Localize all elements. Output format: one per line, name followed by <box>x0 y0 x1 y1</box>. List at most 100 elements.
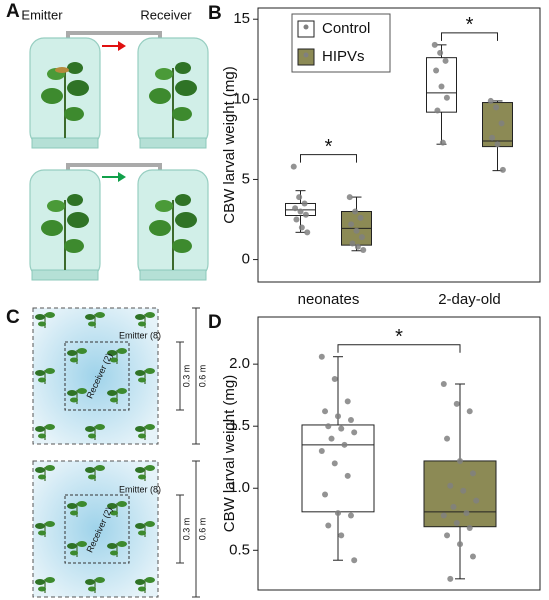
data-point <box>487 97 494 104</box>
data-point <box>349 240 356 247</box>
data-point <box>298 224 305 231</box>
data-point <box>463 510 470 517</box>
data-point <box>499 166 506 173</box>
x-tick-label: 2-day-old <box>438 291 501 308</box>
data-point <box>469 470 476 477</box>
data-point <box>352 208 359 215</box>
field-plot: Emitter (8) Receiver (2) 0.3 m 0.6 m <box>33 307 207 445</box>
data-point <box>335 510 341 517</box>
y-tick-label: 0 <box>242 251 250 268</box>
data-point <box>302 211 309 218</box>
data-point <box>357 214 364 221</box>
receiver-label: Receiver <box>140 7 192 22</box>
data-point <box>331 460 338 467</box>
data-point <box>338 532 345 539</box>
y-tick-label: 15 <box>233 10 250 27</box>
data-point <box>331 376 338 383</box>
data-point <box>328 435 335 442</box>
data-point <box>494 141 501 148</box>
data-point <box>351 557 358 564</box>
data-point <box>290 163 297 170</box>
data-point <box>318 448 325 455</box>
inner-distance: 0.3 m <box>181 365 191 388</box>
data-point <box>442 57 449 64</box>
y-tick-label: 2.0 <box>229 355 250 372</box>
significance-bracket <box>300 154 357 163</box>
panel-label: C <box>6 307 20 328</box>
legend-dot <box>303 52 309 58</box>
data-point <box>322 408 329 415</box>
y-tick-label: 5 <box>242 170 250 187</box>
outer-distance: 0.6 m <box>197 518 207 541</box>
data-point <box>466 408 473 415</box>
data-point <box>453 400 460 407</box>
data-point <box>434 107 441 114</box>
data-point <box>344 472 351 479</box>
data-point <box>322 491 329 498</box>
significance-label: * <box>325 136 333 158</box>
data-point <box>354 243 361 250</box>
y-tick-label: 0.5 <box>229 541 250 558</box>
emitter-label: Emitter (8) <box>119 484 161 494</box>
setup-row <box>29 31 209 149</box>
data-point <box>296 194 303 201</box>
data-point <box>351 429 358 436</box>
data-point <box>292 205 299 212</box>
legend-dot <box>303 24 309 30</box>
data-point <box>457 457 463 464</box>
data-point <box>348 221 355 228</box>
data-point <box>301 200 308 207</box>
data-point <box>297 208 304 215</box>
y-tick-label: 1.5 <box>229 417 250 434</box>
panel-label: A <box>6 1 20 22</box>
box <box>301 424 375 513</box>
data-point <box>433 67 440 74</box>
outer-distance: 0.6 m <box>197 365 207 388</box>
data-point <box>304 229 311 236</box>
panel-label: B <box>208 3 222 24</box>
data-point <box>437 49 444 56</box>
data-point <box>347 416 354 423</box>
data-point <box>431 41 438 48</box>
x-tick-label: neonates <box>298 291 360 308</box>
data-point <box>338 425 345 432</box>
data-point <box>469 553 476 560</box>
data-point <box>341 441 348 448</box>
data-point <box>466 524 473 531</box>
data-point <box>444 532 451 539</box>
data-point <box>353 227 360 234</box>
setup-row <box>29 163 209 281</box>
data-point <box>346 194 353 201</box>
data-point <box>498 120 505 127</box>
legend-label: Control <box>322 20 370 37</box>
data-point <box>335 413 341 420</box>
data-point <box>325 423 332 430</box>
data-point <box>325 522 332 529</box>
field-plot: Emitter (8) Receiver (2) 0.3 m 0.6 m <box>33 460 207 598</box>
data-point <box>440 381 447 388</box>
significance-label: * <box>466 14 474 36</box>
plot-frame <box>257 316 541 591</box>
data-point <box>453 519 460 526</box>
legend-label: HIPVs <box>322 48 365 65</box>
inner-distance: 0.3 m <box>181 518 191 541</box>
emitter-label: Emitter <box>21 7 63 22</box>
data-point <box>344 398 351 405</box>
significance-label: * <box>395 326 403 348</box>
data-point <box>447 575 454 582</box>
data-point <box>493 104 500 111</box>
data-point <box>447 482 454 489</box>
data-point <box>460 487 467 494</box>
data-point <box>450 503 457 510</box>
y-axis-label: CBW larval weight (mg) <box>221 375 238 533</box>
data-point <box>443 94 450 101</box>
data-point <box>457 541 463 548</box>
significance-bracket <box>337 344 461 353</box>
data-point <box>358 234 365 241</box>
box <box>423 460 497 528</box>
data-point <box>293 216 300 223</box>
data-point <box>489 134 496 141</box>
y-tick-label: 1.0 <box>229 479 250 496</box>
data-point <box>439 139 446 146</box>
